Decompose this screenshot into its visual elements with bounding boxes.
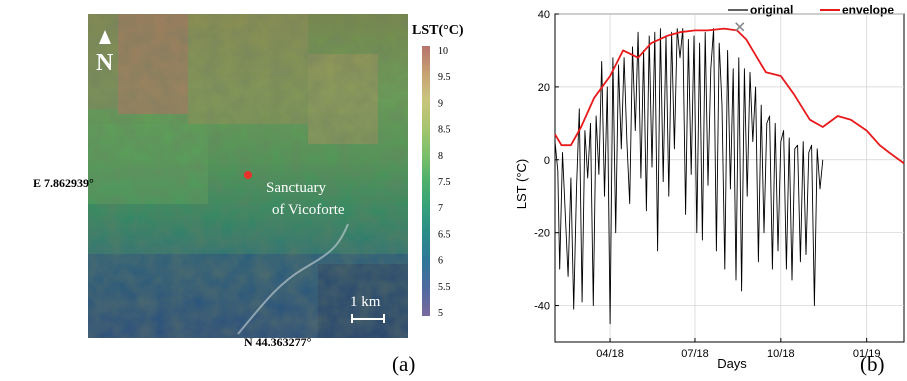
colorbar-tick-label: 8.5 (438, 125, 451, 136)
colorbar-title: LST(°C) (412, 23, 464, 38)
series-line-original (554, 28, 824, 325)
x-tick-label: 01/19 (853, 348, 881, 360)
scale-bar (351, 314, 385, 323)
plot-area (554, 13, 905, 343)
colorbar-tick-label: 10 (438, 46, 448, 57)
colorbar-tick-label: 9 (438, 98, 443, 109)
y-axis: -40 -20 0 20 40 (534, 9, 559, 313)
x-axis: 04/18 07/18 10/18 01/19 (596, 338, 880, 360)
colorbar-ticks: 10 9.5 9 8.5 8 7.5 7 6.5 6 5.5 5 (438, 46, 451, 319)
panel-b-tag: (b) (860, 352, 885, 376)
site-label-line1: Sanctuary (266, 180, 326, 196)
plot-frame (554, 13, 905, 343)
lst-time-series-chart: original envelope -40 -20 0 20 40 04/18 07/18 1… (514, 3, 905, 371)
x-axis-label: Days (717, 356, 747, 371)
panel-a-tag: (a) (392, 352, 416, 376)
scale-label: 1 km (350, 294, 381, 310)
colorbar-tick-label: 5.5 (438, 282, 451, 293)
site-label-line2: of Vicoforte (272, 202, 345, 218)
y-tick-label: 0 (544, 155, 550, 167)
peak-marker-stroke (735, 22, 745, 32)
north-arrow-icon (99, 30, 111, 44)
colorbar-tick-label: 5 (438, 308, 443, 319)
site-marker (244, 171, 252, 179)
north-arrow: N (96, 30, 114, 76)
colorbar-gradient (422, 46, 430, 316)
river (237, 223, 349, 335)
series-envelope (554, 27, 905, 165)
colorbar-tick-label: 9.5 (438, 72, 451, 83)
colorbar-tick-label: 6 (438, 256, 443, 267)
latitude-label: N 44.363277° (244, 335, 312, 349)
legend: original envelope (728, 3, 894, 17)
y-tick-label: -20 (534, 228, 550, 240)
north-label: N (96, 50, 114, 76)
colorbar-tick-label: 6.5 (438, 229, 451, 240)
legend-label-original: original (750, 3, 793, 17)
y-tick-label: -40 (534, 301, 550, 313)
colorbar-tick-label: 7 (438, 203, 443, 214)
colorbar-tick-label: 7.5 (438, 177, 451, 188)
x-tick-label: 04/18 (596, 348, 624, 360)
y-axis-label: LST (°C) (514, 159, 529, 209)
lst-map: N Sanctuary of Vicoforte 1 km (88, 14, 408, 338)
colorbar-tick-label: 8 (438, 151, 443, 162)
y-tick-label: 40 (538, 9, 550, 21)
y-tick-label: 20 (538, 82, 550, 94)
peak-marker (735, 22, 745, 32)
series-line-envelope (554, 27, 905, 165)
series-original (554, 28, 824, 325)
colorbar: LST(°C) 10 9.5 9 8.5 8 7.5 7 6.5 6 5.5 5 (412, 23, 464, 319)
x-tick-label: 10/18 (767, 348, 795, 360)
grid (555, 13, 904, 342)
x-tick-label: 07/18 (681, 348, 709, 360)
legend-label-envelope: envelope (842, 3, 894, 17)
longitude-label: E 7.862939° (33, 176, 94, 190)
